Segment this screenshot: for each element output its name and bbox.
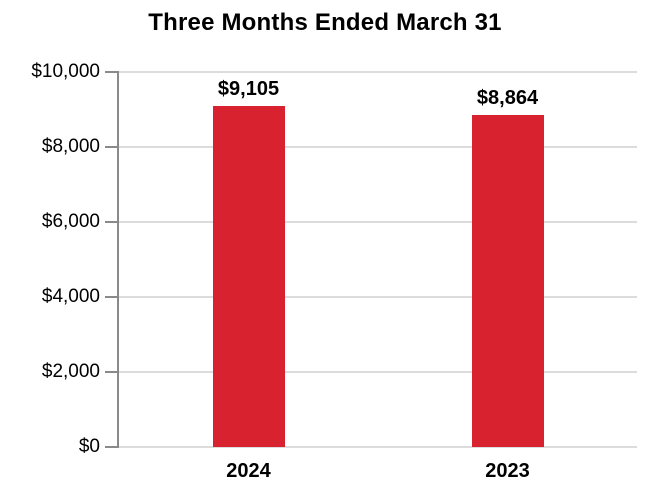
gridline [119, 296, 637, 298]
y-axis-line [117, 72, 119, 447]
gridline [119, 371, 637, 373]
y-axis-tick [105, 371, 119, 373]
y-tick-label: $6,000 [41, 211, 100, 232]
y-axis-tick [105, 296, 119, 298]
x-category-label: 2024 [226, 460, 271, 482]
bar-2024 [212, 105, 285, 447]
gridline [119, 146, 637, 148]
y-tick-label: $4,000 [41, 286, 100, 307]
y-tick-label: $8,000 [41, 136, 100, 157]
gridline [119, 221, 637, 223]
bar-value-label: $9,105 [217, 77, 280, 100]
y-tick-label: $10,000 [31, 61, 100, 82]
gridline [119, 446, 637, 448]
bar-value-label: $8,864 [476, 86, 539, 109]
x-category-label: 2023 [485, 460, 530, 482]
chart-title: Three Months Ended March 31 [148, 9, 502, 36]
bar-2023 [471, 114, 544, 447]
y-axis-tick [105, 71, 119, 73]
y-tick-label: $0 [78, 436, 100, 457]
y-axis-tick [105, 221, 119, 223]
gridline [119, 71, 637, 73]
y-axis-tick [105, 146, 119, 148]
y-tick-label: $2,000 [41, 361, 100, 382]
y-axis-tick [105, 446, 119, 448]
